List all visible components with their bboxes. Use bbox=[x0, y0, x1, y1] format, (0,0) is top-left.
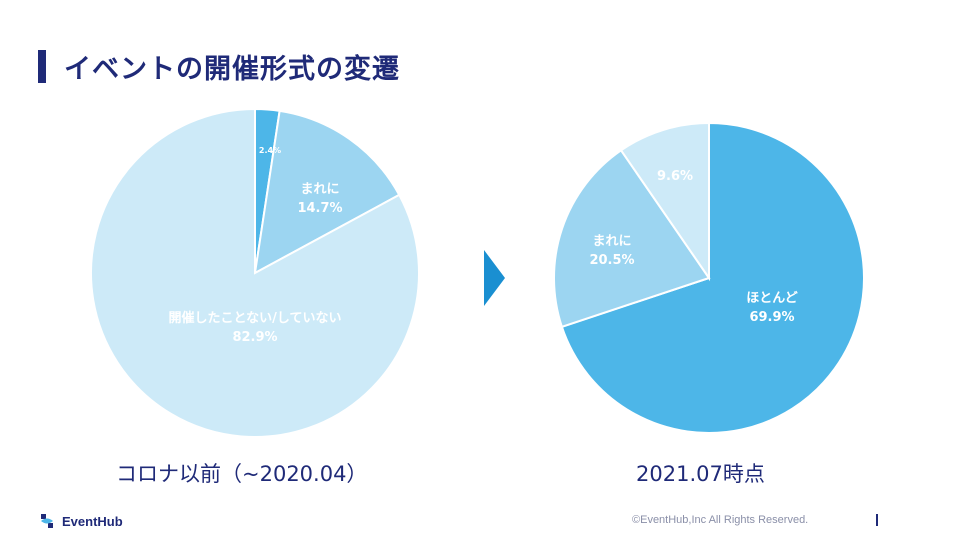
slice-value-label: 9.6% bbox=[657, 169, 693, 184]
copyright-text: ©EventHub,Inc All Rights Reserved. bbox=[632, 514, 809, 526]
copyright-divider bbox=[876, 514, 878, 526]
pie-slice bbox=[619, 121, 710, 282]
page-title: イベントの開催形式の変遷 bbox=[64, 54, 400, 85]
slice-label: まれに bbox=[592, 234, 631, 249]
pie-chart-2021-07: ほとんど 69.9% まれに 20.5% 9.6% bbox=[553, 121, 865, 434]
eventhub-logo-icon bbox=[41, 514, 53, 528]
arrow-right-icon bbox=[484, 250, 505, 306]
slice-label: まれに bbox=[300, 182, 339, 197]
brand-name: EventHub bbox=[62, 513, 123, 529]
slice-value-label: 14.7% bbox=[297, 201, 342, 216]
caption-before-corona: コロナ以前（~2020.04） bbox=[116, 462, 368, 486]
pie-slice bbox=[560, 121, 865, 434]
caption-2021-07: 2021.07時点 bbox=[636, 462, 765, 486]
slice-value-label: 82.9% bbox=[232, 330, 277, 345]
slice-label: 開催したことない/していない bbox=[169, 310, 342, 326]
pie-slice bbox=[553, 148, 711, 329]
pie-slice bbox=[90, 107, 420, 438]
title-accent-bar bbox=[38, 50, 46, 83]
pie-slice bbox=[253, 109, 401, 275]
brand-logo: EventHub bbox=[38, 510, 123, 532]
slice-label: ほとんど bbox=[746, 291, 798, 306]
slice-value-label: 20.5% bbox=[589, 253, 634, 268]
pie-chart-before-corona: 2.4% まれに 14.7% 開催したことない/していない 82.9% bbox=[90, 107, 420, 438]
slice-value-label: 2.4% bbox=[259, 146, 281, 155]
slice-value-label: 69.9% bbox=[749, 310, 794, 325]
